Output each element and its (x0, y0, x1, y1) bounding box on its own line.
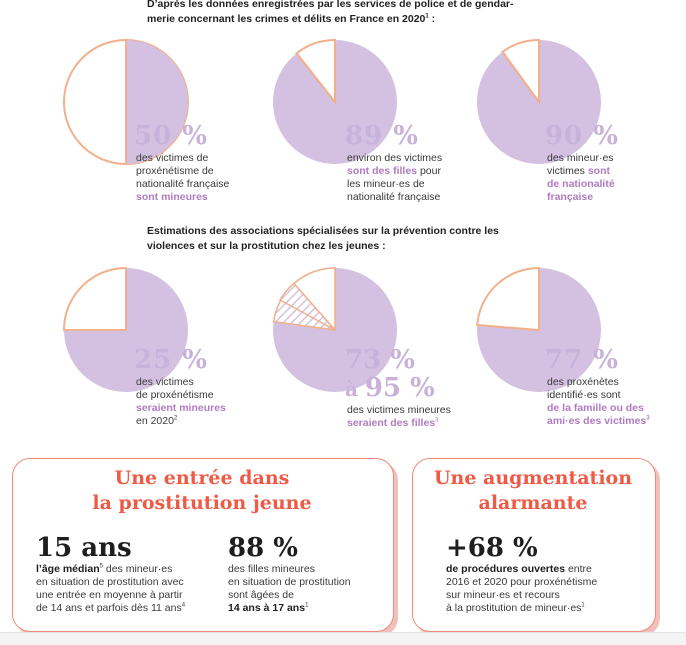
stat-90-percent: 90 % (545, 121, 619, 151)
stat-73-percent: 73 % (345, 345, 415, 375)
stat-68-text: de procédures ouvertes entre 2016 et 202… (446, 563, 598, 614)
page-bottom-edge (0, 632, 686, 645)
caption-73-95: des victimes mineures seraient des fille… (347, 404, 451, 429)
stat-15-ans-text: l’âge médian5 des mineur·es en situation… (36, 563, 186, 614)
pie-chart-minors (62, 266, 188, 392)
stat-89-percent: 89 % (345, 121, 419, 151)
caption-50: des victimes de proxénétisme de national… (136, 152, 230, 203)
caption-25: des victimes de proxénétisme seraient mi… (136, 376, 226, 427)
box-right-title: Une augmentation alarmante (433, 467, 633, 514)
stat-15-ans: 15 ans (36, 533, 132, 563)
pie-slice (62, 266, 127, 331)
pie-chart-girls (273, 38, 397, 164)
stat-68-percent: +68 % (446, 533, 538, 563)
intro-line: Estimations des associations spécialisée… (147, 225, 499, 237)
caption-89: environ des victimes sont des filles pou… (347, 152, 443, 203)
stat-88-percent: 88 % (228, 533, 298, 563)
stat-25-percent: 25 % (134, 345, 208, 375)
pie-chart-nationality (63, 39, 189, 165)
pie-slice (501, 38, 540, 106)
stat-95-percent: à 95 % (345, 373, 435, 403)
box-alarming-increase (412, 458, 656, 632)
caption-90: des mineur·es victimes sont de nationali… (547, 152, 615, 203)
pie-chart-french-victims (477, 38, 601, 164)
pie-chart-pimps (476, 266, 601, 392)
intro-line: violences et sur la prostitution chez le… (147, 240, 386, 252)
box-young-entry (12, 458, 394, 632)
pie-slice (295, 38, 336, 105)
pie-slice-range (278, 282, 336, 331)
intro-line: D’après les données enregistrées par les… (147, 0, 514, 10)
stat-88-text: des filles mineures en situation de pros… (228, 563, 351, 614)
pie-chart-girls-range (272, 267, 397, 392)
box-left-title: Une entrée dans la prostitution jeune (92, 467, 312, 514)
stat-50-percent: 50 % (134, 121, 208, 151)
pie-slice (126, 40, 188, 164)
caption-77: des proxénètes identifié·es sont de la f… (547, 376, 650, 427)
intro-line: merie concernant les crimes et délits en… (147, 13, 426, 25)
intro-police-data: D’après les données enregistrées par les… (147, 0, 514, 25)
stat-77-percent: 77 % (545, 345, 619, 375)
intro-associations: Estimations des associations spécialisée… (147, 224, 567, 254)
pie-slice (476, 266, 540, 332)
